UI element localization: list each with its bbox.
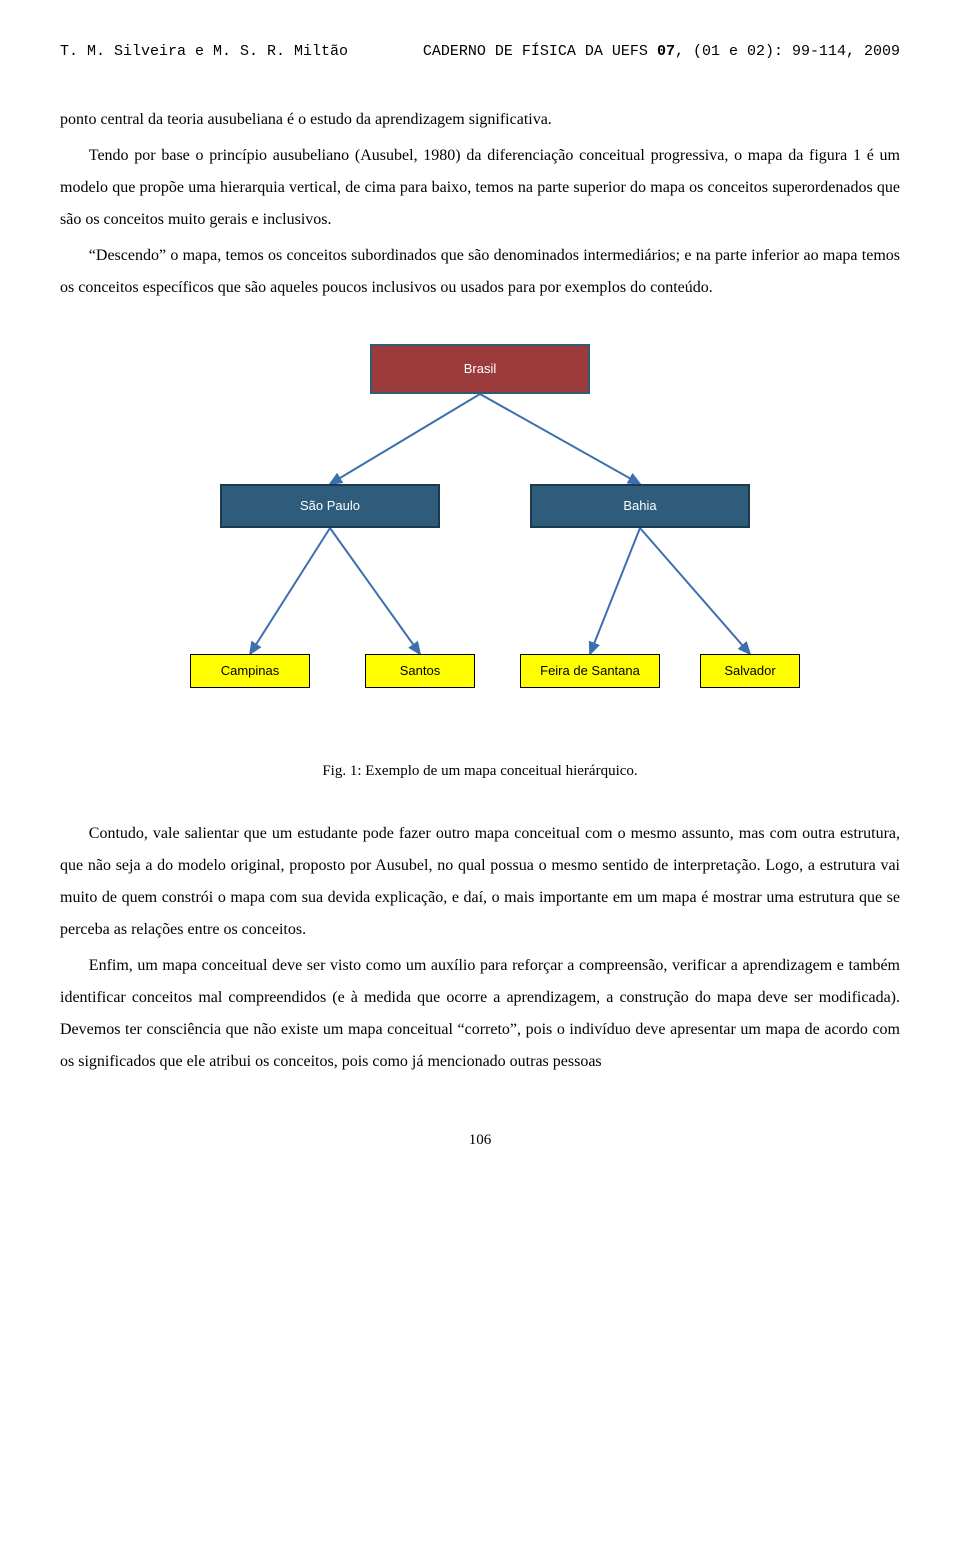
edge-ba-feira [590,528,640,654]
paragraph-3: “Descendo” o mapa, temos os conceitos su… [60,240,900,304]
edge-brasil-sp [330,394,480,484]
edge-sp-camp [250,528,330,654]
edge-brasil-ba [480,394,640,484]
header-journal: CADERNO DE FÍSICA DA UEFS 07, (01 e 02):… [423,40,900,64]
concept-map-diagram: Brasil São Paulo Bahia Campinas Santos Feira … [160,334,800,734]
node-santos: Santos [365,654,475,688]
node-feira: Feira de Santana [520,654,660,688]
edge-sp-santos [330,528,420,654]
paragraph-4: Contudo, vale salientar que um estudante… [60,818,900,946]
paragraph-5: Enfim, um mapa conceitual deve ser visto… [60,950,900,1078]
paragraph-1: ponto central da teoria ausubeliana é o … [60,104,900,136]
node-salv: Salvador [700,654,800,688]
figure-1: Brasil São Paulo Bahia Campinas Santos Feira … [160,334,800,783]
node-ba: Bahia [530,484,750,528]
figure-caption: Fig. 1: Exemplo de um mapa conceitual hi… [160,759,800,783]
node-brasil: Brasil [370,344,590,394]
node-camp: Campinas [190,654,310,688]
journal-rest: , (01 e 02): 99-114, 2009 [675,43,900,60]
page-number: 106 [60,1128,900,1152]
journal-volume: 07 [657,43,675,60]
node-sp: São Paulo [220,484,440,528]
header-authors: T. M. Silveira e M. S. R. Miltão [60,40,348,64]
journal-prefix: CADERNO DE FÍSICA DA UEFS [423,43,657,60]
paragraph-2: Tendo por base o princípio ausubeliano (… [60,140,900,236]
edge-ba-salv [640,528,750,654]
page-header: T. M. Silveira e M. S. R. Miltão CADERNO… [60,40,900,64]
